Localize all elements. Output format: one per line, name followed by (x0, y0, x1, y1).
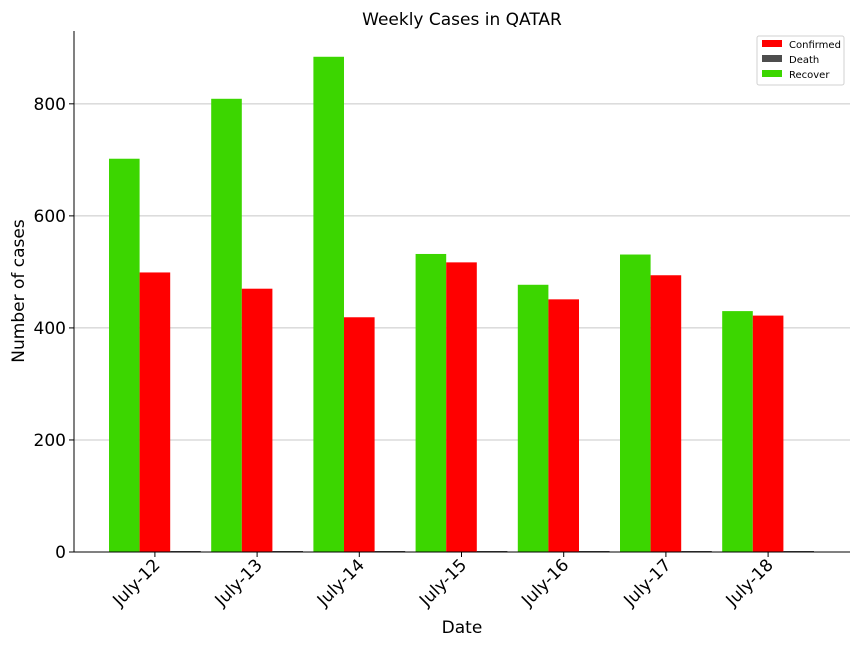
bar-confirmed-july-18 (752, 315, 784, 552)
y-tick-label: 400 (34, 319, 66, 339)
y-axis-label: Number of cases (9, 219, 29, 363)
chart-title: Weekly Cases in QATAR (362, 10, 562, 30)
bar-recover-july-17 (620, 254, 651, 552)
bar-recover-july-18 (722, 311, 753, 552)
x-axis-label: Date (442, 618, 483, 638)
x-tick-label: July-12 (109, 555, 165, 611)
bar-confirmed-july-17 (650, 275, 682, 552)
x-tick-label: July-17 (620, 555, 676, 611)
x-tick-label: July-15 (415, 555, 471, 611)
bar-confirmed-july-12 (139, 272, 171, 552)
y-tick-label: 200 (34, 431, 66, 451)
bar-recover-july-13 (211, 98, 242, 553)
legend-swatch-confirmed (762, 40, 782, 47)
y-tick-label: 800 (34, 95, 66, 115)
bar-confirmed-july-15 (446, 262, 477, 552)
y-ticks: 0 200 400 600 800 (34, 95, 74, 563)
legend-label-recover: Recover (789, 70, 830, 81)
x-tick-label: July-14 (313, 555, 369, 611)
legend-swatch-death (762, 55, 782, 62)
bar-confirmed-july-14 (344, 317, 375, 552)
bars (109, 56, 814, 553)
legend-label-death: Death (789, 55, 819, 66)
bar-recover-july-12 (109, 158, 140, 552)
bar-confirmed-july-13 (241, 288, 273, 552)
bar-confirmed-july-16 (548, 299, 579, 552)
x-tick-label: July-18 (722, 555, 778, 611)
x-tick-label: July-13 (211, 555, 267, 611)
x-ticks: July-12 July-13 July-14 July-15 July-16 July-… (109, 552, 778, 611)
y-tick-label: 600 (34, 207, 66, 227)
bar-recover-july-14 (313, 56, 344, 552)
x-tick-label: July-16 (517, 555, 573, 611)
legend: Confirmed Death Recover (756, 35, 845, 86)
y-tick-label: 0 (55, 543, 66, 563)
legend-swatch-recover (762, 70, 782, 77)
bar-recover-july-16 (517, 284, 549, 552)
legend-label-confirmed: Confirmed (789, 40, 841, 51)
bar-recover-july-15 (415, 253, 447, 553)
